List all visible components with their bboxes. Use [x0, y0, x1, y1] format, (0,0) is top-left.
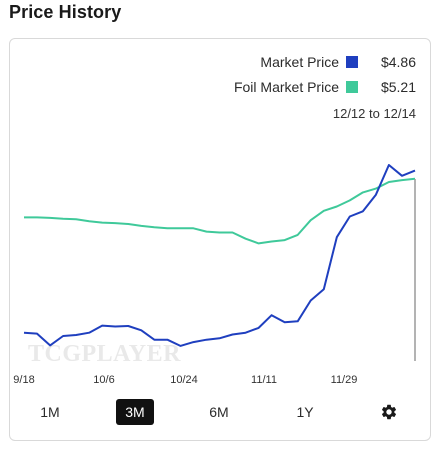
legend-market-price-value: $4.86	[380, 54, 416, 70]
x-tick-label: 10/6	[93, 374, 114, 386]
legend-market-price-label: Market Price	[260, 54, 339, 70]
legend-foil-market-price: Foil Market Price $5.21	[234, 77, 416, 97]
timeframe-3m-button[interactable]: 3M	[116, 399, 154, 425]
series-line-foil-market-price	[24, 177, 416, 245]
date-range-label: 12/12 to 12/14	[332, 106, 416, 121]
gear-icon[interactable]	[380, 403, 398, 421]
legend-foil-market-price-value: $5.21	[380, 79, 416, 95]
x-tick-label: 9/18	[13, 374, 34, 386]
timeframe-1m-button[interactable]: 1M	[40, 404, 60, 420]
legend-foil-market-price-swatch	[346, 81, 358, 93]
legend-market-price: Market Price $4.86	[260, 52, 416, 72]
timeframe-1y-button[interactable]: 1Y	[296, 404, 314, 420]
chart-lines	[23, 164, 416, 347]
watermark-logo: TCGPLAYER	[28, 341, 181, 367]
legend-foil-market-price-label: Foil Market Price	[233, 79, 339, 95]
price-history-card: TCGPLAYER 9/18 10/6 10/24 11/11 11/29 Market…	[9, 38, 431, 441]
x-tick-label: 10/24	[170, 374, 198, 386]
legend-market-price-swatch	[346, 56, 358, 68]
price-chart: TCGPLAYER 9/18 10/6 10/24 11/11 11/29	[13, 164, 416, 386]
timeframe-selector: 1M 3M 6M 1Y	[10, 399, 430, 427]
series-line-market-price	[23, 164, 416, 347]
page-title: Price History	[9, 2, 122, 22]
x-tick-label: 11/29	[331, 374, 358, 386]
x-axis-ticks: 9/18 10/6 10/24 11/11 11/29	[13, 374, 357, 386]
timeframe-6m-button[interactable]: 6M	[209, 404, 229, 420]
x-tick-label: 11/11	[251, 374, 277, 386]
